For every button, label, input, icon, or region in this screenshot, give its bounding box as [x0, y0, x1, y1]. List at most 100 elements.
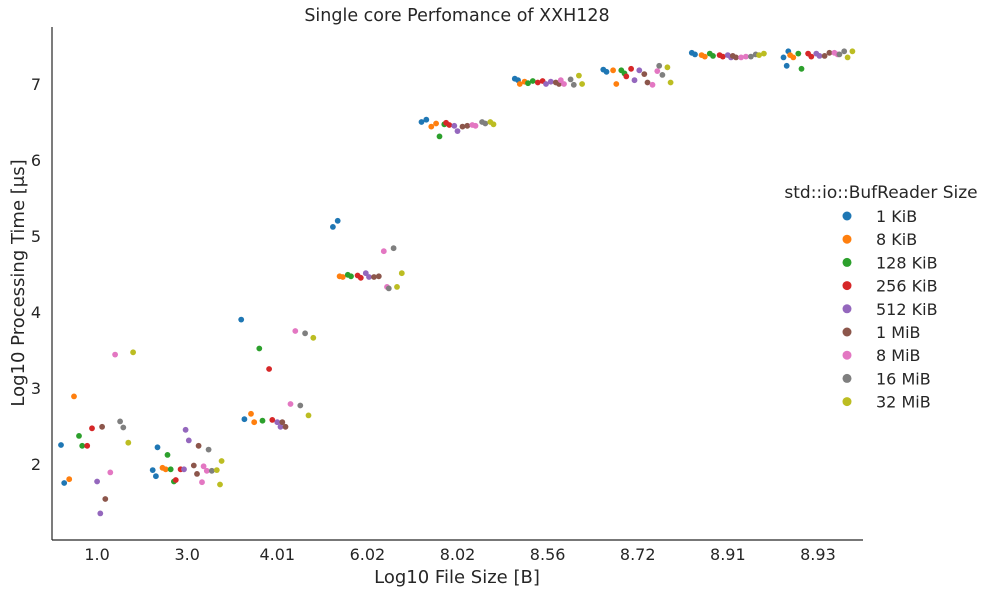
- data-point: [836, 51, 843, 58]
- data-point: [798, 65, 805, 72]
- data-point: [490, 121, 497, 128]
- data-point: [218, 458, 225, 464]
- data-point: [194, 471, 200, 477]
- data-point: [783, 62, 790, 69]
- data-point: [826, 49, 833, 56]
- y-axis-label: Log10 Processing Time [μs]: [8, 159, 29, 406]
- data-point: [107, 469, 114, 476]
- x-tick-label: 3.0: [174, 545, 199, 564]
- data-point: [733, 54, 739, 61]
- data-point: [610, 67, 616, 74]
- data-point: [375, 273, 382, 280]
- data-point: [628, 65, 634, 72]
- data-point: [287, 401, 294, 407]
- data-point: [756, 52, 762, 58]
- data-point: [472, 122, 479, 129]
- data-point: [94, 478, 100, 485]
- data-point: [613, 81, 620, 87]
- data-point: [390, 245, 397, 252]
- data-point: [795, 50, 802, 57]
- y-tick-labels: 2 3 4 5 6 7: [31, 75, 41, 474]
- data-point: [394, 284, 400, 290]
- data-point: [516, 81, 523, 87]
- data-point: [567, 76, 574, 83]
- data-point: [76, 433, 82, 439]
- x-tick-label: 4.01: [259, 545, 295, 564]
- data-point: [664, 64, 671, 71]
- data-point: [310, 334, 317, 341]
- data-point: [238, 316, 245, 323]
- data-point: [154, 444, 161, 451]
- x-tick-label: 8.91: [710, 545, 746, 564]
- data-point: [543, 81, 549, 87]
- legend-label: 32 MiB: [876, 393, 931, 412]
- data-point: [649, 81, 656, 88]
- legend-label: 8 KiB: [876, 230, 917, 249]
- data-point: [529, 78, 536, 84]
- legend-marker: [842, 257, 852, 267]
- data-point: [339, 274, 346, 280]
- data-point: [459, 123, 466, 130]
- x-tick-label: 1.0: [84, 545, 109, 564]
- data-point: [259, 417, 266, 424]
- data-point: [149, 467, 156, 473]
- data-point: [348, 273, 354, 280]
- data-point: [274, 419, 281, 426]
- data-point: [482, 120, 489, 127]
- data-point: [185, 437, 192, 444]
- y-tick-label: 7: [31, 75, 41, 94]
- legend-label: 8 MiB: [876, 346, 921, 365]
- data-point: [61, 480, 68, 486]
- data-point: [821, 53, 828, 59]
- data-point: [436, 133, 443, 140]
- data-point: [719, 53, 726, 60]
- y-tick-label: 3: [31, 379, 41, 398]
- data-point: [844, 54, 851, 61]
- data-point: [153, 473, 159, 480]
- data-point: [808, 53, 815, 60]
- data-point: [371, 274, 377, 280]
- x-tick-label: 8.93: [800, 545, 836, 564]
- data-point: [282, 423, 289, 430]
- x-tick-labels: 1.0 3.0 4.01 6.02 8.02 8.56 8.72 8.91 8.93: [84, 545, 835, 564]
- x-axis-label: Log10 File Size [B]: [374, 567, 540, 588]
- data-point: [570, 81, 577, 88]
- data-point: [256, 345, 263, 352]
- data-point: [164, 452, 171, 458]
- data-point: [200, 463, 207, 470]
- data-point: [181, 466, 187, 473]
- legend-label: 512 KiB: [876, 300, 938, 319]
- data-point: [576, 72, 582, 79]
- data-point: [208, 467, 215, 474]
- data-point: [385, 285, 392, 292]
- data-point: [641, 71, 648, 77]
- legend-marker: [842, 211, 852, 221]
- data-point: [297, 402, 304, 409]
- data-point: [623, 73, 630, 80]
- data-point: [428, 123, 435, 130]
- data-point: [66, 476, 73, 483]
- data-point: [656, 62, 663, 69]
- data-point: [71, 393, 77, 400]
- data-point: [84, 442, 91, 449]
- data-point: [251, 419, 258, 426]
- data-point: [334, 217, 341, 224]
- y-tick-label: 4: [31, 303, 41, 322]
- x-tick-label: 8.72: [620, 545, 656, 564]
- chart-title: Single core Perfomance of XXH128: [304, 6, 609, 26]
- data-point: [305, 412, 312, 419]
- data-point: [849, 48, 856, 55]
- data-point: [743, 53, 749, 60]
- data-point: [748, 53, 754, 60]
- data-point: [292, 328, 299, 334]
- data-point: [780, 54, 787, 61]
- y-tick-label: 5: [31, 227, 41, 246]
- data-point: [357, 274, 364, 281]
- data-point: [167, 466, 174, 473]
- legend-marker: [842, 234, 852, 244]
- data-point: [692, 51, 698, 58]
- data-point: [547, 78, 554, 85]
- data-point: [631, 77, 638, 84]
- data-point: [182, 426, 189, 433]
